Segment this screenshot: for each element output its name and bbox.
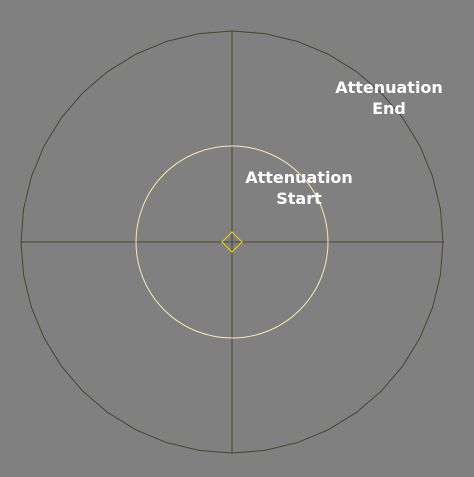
attenuation-start-label-line2: Start	[276, 189, 322, 208]
attenuation-end-circle[interactable]	[20, 30, 444, 454]
diamond-icon[interactable]	[221, 231, 243, 253]
attenuation-start-circle[interactable]	[135, 145, 329, 339]
attenuation-end-label: Attenuation End	[326, 77, 452, 119]
attenuation-start-label: Attenuation Start	[236, 167, 362, 209]
attenuation-start-label-line1: Attenuation	[245, 168, 353, 187]
attenuation-end-label-line2: End	[372, 99, 406, 118]
attenuation-end-label-line1: Attenuation	[335, 78, 443, 97]
